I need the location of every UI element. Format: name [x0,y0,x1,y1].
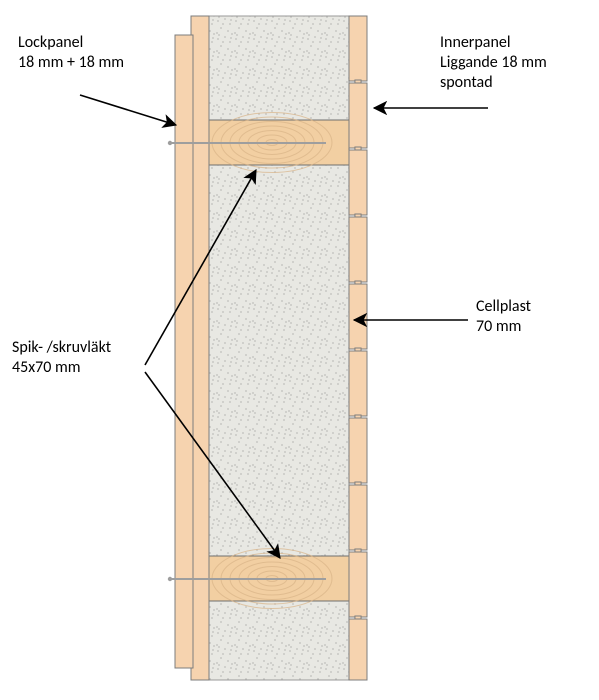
arrow-lockpanel [80,95,176,125]
label-lockpanel: Lockpanel 18 mm + 18 mm [18,33,124,73]
label-spiklakt: Spik- /skruvläkt 45x70 mm [12,338,111,378]
nail-head [168,577,172,581]
label-cellplast: Cellplast 70 mm [476,297,531,337]
innerpanel-liggande [349,16,367,680]
lockpanel-over-board [175,35,193,668]
nail-head [168,141,172,145]
lockpanel-under-board [191,16,209,680]
label-innerpanel: Innerpanel Liggande 18 mm spontad [440,33,547,93]
